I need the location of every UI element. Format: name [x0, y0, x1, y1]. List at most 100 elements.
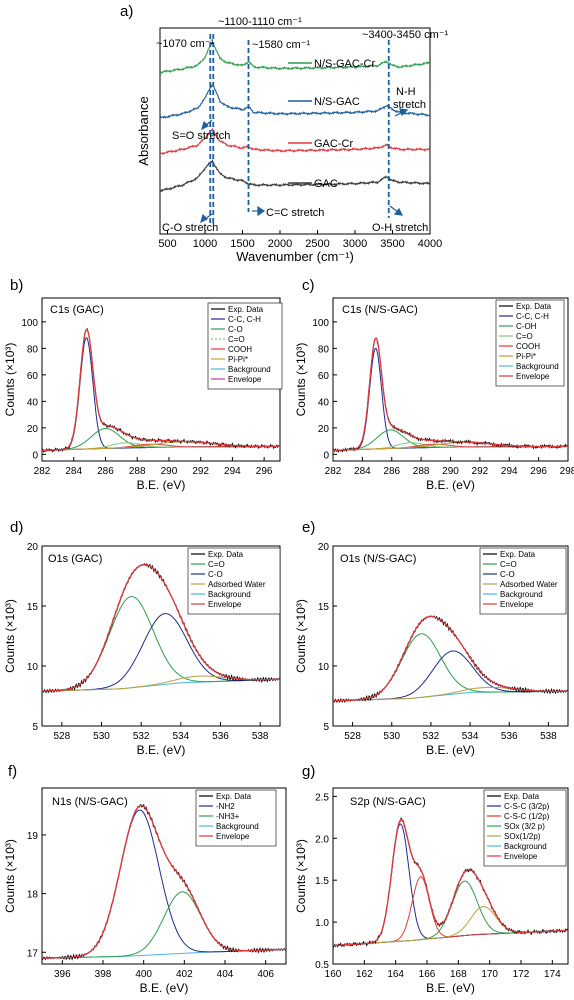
ftir-annotation-arrows: [200, 108, 409, 224]
ftir-plot-frame: [159, 27, 431, 235]
x-tick-label-f: 398: [95, 969, 112, 980]
ftir-x-ticks: 500 1000 1500 2000 2500 3000 3500 4000: [158, 230, 442, 250]
x-tick-label-f: 402: [176, 969, 193, 980]
y-tick-label-c: 40: [318, 397, 330, 408]
x-axis-label-c: B.E. (eV): [426, 478, 475, 492]
x-tick-label-c: 298: [560, 466, 574, 477]
component-c-s-c-1-2p--g: [333, 876, 568, 947]
y-tick-label-d: 20: [27, 542, 39, 553]
x-tick-label-g: 160: [325, 969, 342, 980]
annotation-nh-stretch-line1: N-H: [396, 86, 416, 98]
y-tick-label-c: 100: [312, 318, 329, 329]
panel-f-n1s-nsgac: f) 396 398 400 402 404 406 17 18 19 B.E. (eV) Count…: [3, 763, 287, 995]
plot-area-g: [333, 816, 568, 948]
annotation-1070: ~1070 cm⁻¹: [156, 38, 214, 50]
x-tick-label-b: 294: [224, 466, 241, 477]
ftir-series-n-s-gac: [159, 84, 431, 119]
panel-e-o1s-nsgac: e) 528 530 532 534 536 538 5 10 15 20 B.E. (eV) Coun…: [294, 519, 569, 757]
x-tick-label-e: 536: [501, 731, 518, 742]
ftir-series-gac: [159, 158, 431, 193]
legend-label-d: Exp. Data: [208, 550, 244, 559]
y-tick-label-b: 100: [21, 318, 38, 329]
y-tick-label-g: 0.5: [315, 960, 329, 971]
legend-label-b: Pi-Pi*: [228, 355, 248, 364]
ftir-series-gac-cr: [159, 127, 431, 156]
y-tick-label-b: 80: [27, 344, 39, 355]
plot-area-b: [42, 327, 280, 453]
panel-title-c: C1s (N/S-GAC): [342, 304, 418, 316]
legend-label-b: C=O: [228, 335, 245, 344]
legend-label-d: C=O: [208, 560, 225, 569]
plot-area-f: [42, 803, 286, 961]
x-tick-label-b: 290: [161, 466, 178, 477]
x-axis-label-f: B.E. (eV): [140, 981, 189, 995]
x-tick-label-c: 282: [325, 466, 342, 477]
x-tick-label-d: 534: [172, 731, 189, 742]
panel-b-c1s-gac: b) 282 284 286 288 290 292 294 296 0 20 40 60 80 100 B.…: [3, 277, 283, 492]
x-tick-label-c: 284: [354, 466, 371, 477]
exp-data-d: [42, 562, 280, 694]
series-label-nsgaccr: N/S-GAC-Cr: [314, 58, 375, 70]
legend-label-c: Exp. Data: [516, 302, 552, 311]
legend-label-f: -NH2: [216, 802, 235, 811]
annotation-1100: ~1100-1110 cm⁻¹: [218, 16, 302, 28]
x-tick-label-d: 536: [212, 731, 229, 742]
legend-label-c: COOH: [516, 342, 540, 351]
legend-label-e: C-O: [500, 570, 515, 579]
plot-area-c: [333, 337, 568, 453]
series-label-gaccr: GAC-Cr: [314, 138, 353, 150]
ftir-y-axis-label: Absorbance: [136, 96, 151, 165]
y-tick-label-g: 2.5: [315, 792, 329, 803]
x-tick-label-d: 530: [93, 731, 110, 742]
x-tick-label-g: 162: [356, 969, 373, 980]
x-tick-label-e: 534: [462, 731, 479, 742]
x-axis-label-e: B.E. (eV): [426, 743, 475, 757]
ftir-x-tick-label: 3500: [380, 238, 404, 250]
y-axis-label-d: Counts (×10³): [3, 599, 17, 673]
panel-title-b: C1s (GAC): [50, 304, 104, 316]
legend-box-g: [483, 789, 567, 867]
legend-label-g: SOx(1/2p): [504, 832, 541, 841]
y-tick-label-f: 17: [27, 948, 39, 959]
arrowhead-nh: [399, 108, 409, 117]
legend-label-c: Envelope: [516, 372, 550, 381]
ftir-x-axis-label: Wavenumber (cm⁻¹): [236, 249, 354, 264]
legend-box-b: [207, 302, 283, 390]
y-tick-label-c: 80: [318, 344, 330, 355]
y-tick-label-b: 0: [32, 450, 38, 461]
legend-label-g: SOx (3/2 p): [504, 822, 545, 831]
panel-label-c: c): [302, 277, 315, 294]
y-tick-label-f: 19: [27, 831, 39, 842]
y-tick-label-e: 15: [318, 602, 330, 613]
legend-label-d: Envelope: [208, 600, 242, 609]
plot-frame-d: [41, 545, 281, 727]
x-tick-label-b: 292: [192, 466, 209, 477]
envelope-b: [42, 328, 280, 452]
legend-label-f: -NH3+: [216, 812, 240, 821]
legend-label-d: C-O: [208, 570, 223, 579]
legend-label-f: Envelope: [216, 832, 250, 841]
ftir-curves: [159, 41, 431, 193]
panel-a: a) 500 1000 1500 2000 2500 3000 3500 4000 Waven…: [120, 3, 449, 264]
legend-box-d: [187, 547, 281, 615]
x-axis-label-d: B.E. (eV): [137, 743, 186, 757]
x-tick-label-f: 396: [54, 969, 71, 980]
x-tick-label-b: 286: [97, 466, 114, 477]
panel-label-g: g): [302, 763, 315, 780]
legend-label-c: C-C, C-H: [516, 312, 549, 321]
legend-label-g: Envelope: [504, 852, 538, 861]
plot-area-e: [333, 615, 568, 704]
y-tick-label-d: 10: [27, 662, 39, 673]
x-tick-label-g: 164: [387, 969, 404, 980]
x-tick-label-e: 530: [383, 731, 400, 742]
legend-label-d: Background: [208, 590, 251, 599]
panel-c-c1s-nsgac: c) 282 284 286 288 290 292 294 296 298 0 20 40 60 80 10…: [294, 277, 574, 492]
component-sox-1-2p--g: [333, 906, 568, 947]
y-tick-label-c: 60: [318, 371, 330, 382]
plot-frame-g: [332, 787, 569, 965]
ftir-x-tick-label: 1500: [230, 238, 254, 250]
